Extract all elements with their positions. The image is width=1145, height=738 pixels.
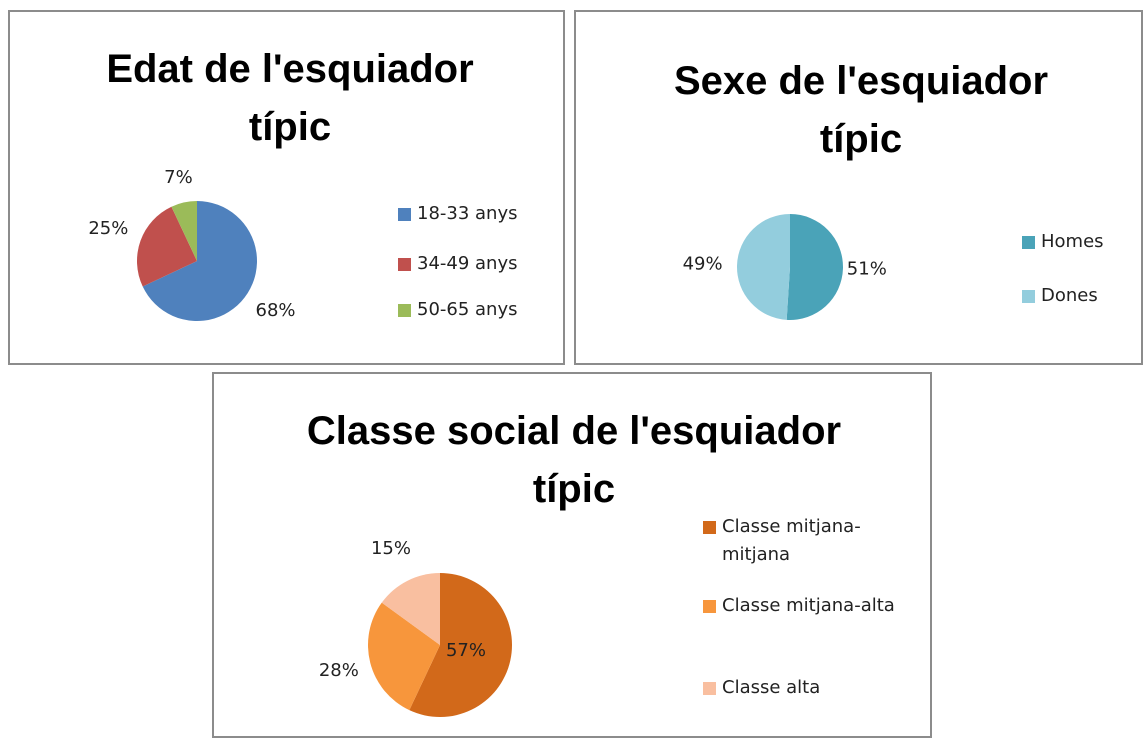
legend-item: Homes bbox=[1022, 228, 1132, 256]
data-label: 25% bbox=[88, 218, 128, 239]
legend-item: 18-33 anys bbox=[398, 200, 558, 228]
data-label: 49% bbox=[683, 253, 723, 274]
legend-item: 50-65 anys bbox=[398, 296, 558, 324]
legend-swatch bbox=[398, 258, 411, 271]
pie-slice bbox=[409, 573, 513, 718]
legend-item: 34-49 anys bbox=[398, 250, 558, 278]
legend-label: Homes bbox=[1041, 231, 1104, 252]
data-label: 68% bbox=[256, 300, 296, 321]
data-label: 28% bbox=[319, 660, 359, 681]
pie-slice bbox=[368, 602, 440, 711]
pie-slice bbox=[142, 201, 257, 321]
pie-slice bbox=[381, 573, 440, 645]
data-label: 51% bbox=[847, 258, 887, 279]
legend-swatch bbox=[398, 304, 411, 317]
chart-panel: Edat de l'esquiador típic bbox=[8, 10, 565, 365]
legend-swatch bbox=[703, 682, 716, 695]
legend-swatch bbox=[1022, 290, 1035, 303]
pie-slice bbox=[171, 201, 197, 261]
legend-swatch bbox=[703, 521, 716, 534]
legend-label: 50-65 anys bbox=[417, 299, 518, 320]
legend-label: 34-49 anys bbox=[417, 253, 518, 274]
legend-swatch bbox=[1022, 236, 1035, 249]
chart-title: Classe social de l'esquiador típic bbox=[306, 409, 842, 511]
legend-swatch bbox=[398, 208, 411, 221]
data-label: 57% bbox=[446, 640, 486, 661]
legend-item: Classe mitjana-mitjana bbox=[703, 513, 908, 569]
pie-slice bbox=[137, 206, 197, 287]
legend-label: Dones bbox=[1041, 285, 1098, 306]
data-label: 15% bbox=[371, 538, 411, 559]
chart-title: Edat de l'esquiador típic bbox=[106, 47, 474, 149]
data-label: 7% bbox=[164, 167, 193, 188]
chart-title: Sexe de l'esquiador típic bbox=[673, 59, 1049, 161]
legend-label: 18-33 anys bbox=[417, 203, 518, 224]
chart-panel: Classe social de l'esquiador típic bbox=[212, 372, 932, 738]
pie-slice bbox=[786, 214, 843, 320]
pie-slice bbox=[736, 214, 790, 320]
legend-item: Dones bbox=[1022, 282, 1132, 310]
legend-label: Classe mitjana-mitjana bbox=[722, 516, 861, 565]
legend-label: Classe alta bbox=[722, 677, 821, 698]
legend-label: Classe mitjana-alta bbox=[722, 595, 895, 616]
chart-panel: Sexe de l'esquiador típic bbox=[574, 10, 1143, 365]
legend-swatch bbox=[703, 600, 716, 613]
legend-item: Classe mitjana-alta bbox=[703, 592, 908, 620]
legend-item: Classe alta bbox=[703, 674, 908, 702]
